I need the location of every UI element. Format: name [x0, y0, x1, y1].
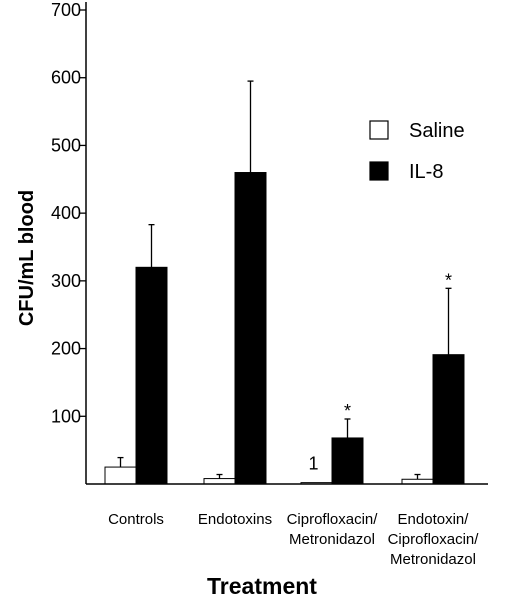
y-tick-label-700: 700	[51, 0, 81, 20]
y-tick-label-600: 600	[51, 68, 81, 88]
category-label-3-line-0: Endotoxin/	[398, 511, 470, 528]
y-tick-label-100: 100	[51, 406, 81, 426]
legend: Saline IL-8	[369, 120, 465, 183]
y-tick-label-400: 400	[51, 203, 81, 223]
legend-swatch-il-8	[369, 161, 389, 181]
category-label-3-line-2: Metronidazol	[390, 551, 476, 568]
bar-il-8-1	[234, 172, 267, 485]
bar-il-8-0	[135, 266, 168, 485]
axes-layer	[79, 2, 488, 485]
annotation-1: *	[344, 401, 351, 421]
category-label-3-line-1: Ciprofloxacin/	[388, 531, 480, 548]
legend-swatch-saline	[369, 120, 389, 140]
x-axis-title: Treatment	[207, 573, 317, 599]
y-axis-title: CFU/mL blood	[16, 190, 38, 326]
y-tick-label-200: 200	[51, 339, 81, 359]
bar-saline-1	[203, 478, 236, 485]
category-label-0-line-0: Controls	[108, 511, 164, 528]
legend-label-saline: Saline	[409, 120, 465, 142]
annotation-0: 1	[308, 454, 318, 474]
bar-il-8-3	[432, 354, 465, 485]
y-tick-label-500: 500	[51, 135, 81, 155]
category-label-2-line-0: Ciprofloxacin/	[287, 511, 379, 528]
category-label-2-line-1: Metronidazol	[289, 531, 375, 548]
annotation-2: *	[445, 270, 452, 290]
bar-il-8-2	[331, 437, 364, 485]
category-label-1-line-0: Endotoxins	[198, 511, 272, 528]
legend-label-il-8: IL-8	[409, 161, 443, 183]
y-tick-label-300: 300	[51, 271, 81, 291]
bar-saline-0	[104, 466, 137, 485]
labels-layer: 100 200 300 400 500 600 700 Controls Endotoxins C…	[51, 0, 479, 568]
